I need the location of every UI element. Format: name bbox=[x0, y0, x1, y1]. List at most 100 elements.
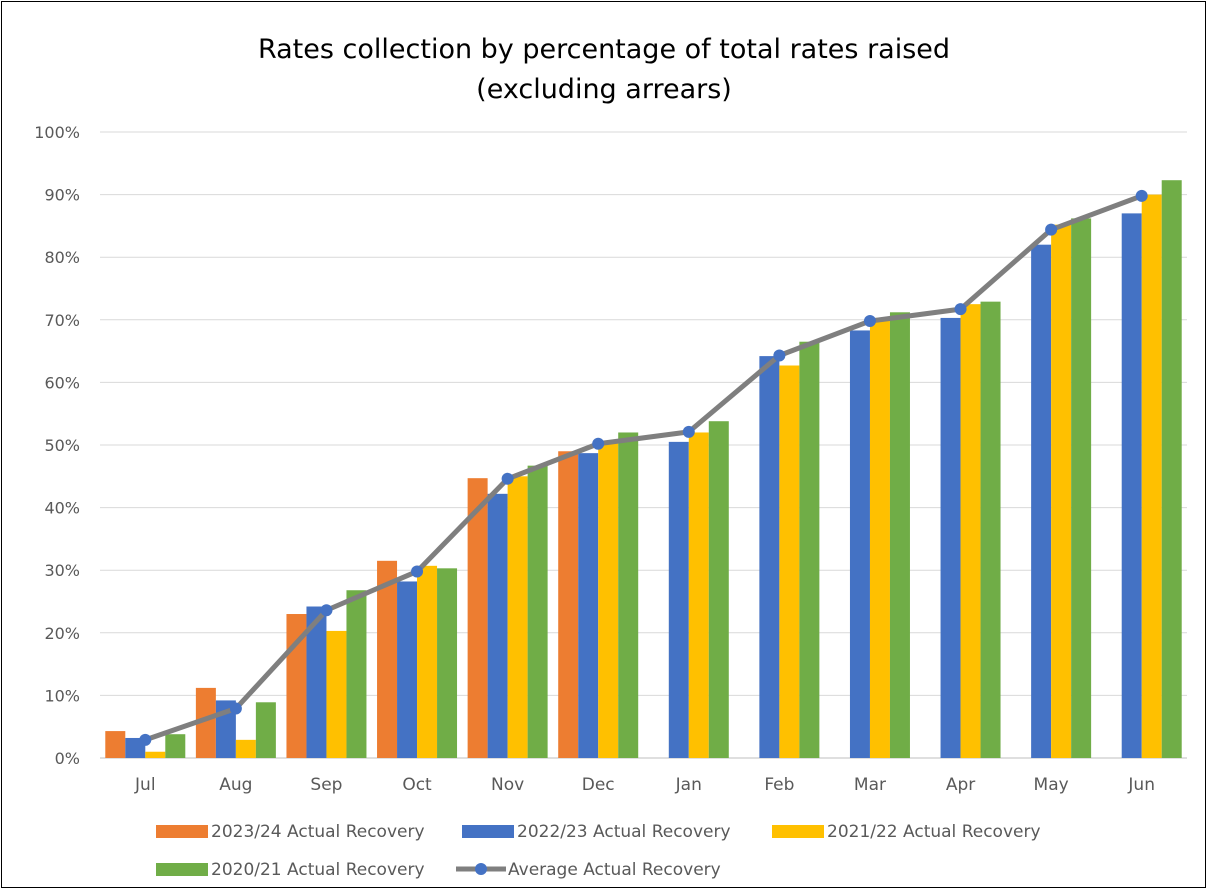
average-point bbox=[1135, 189, 1148, 202]
bar bbox=[306, 606, 327, 758]
legend-label: 2023/24 Actual Recovery bbox=[211, 822, 425, 842]
x-tick-label: Oct bbox=[402, 775, 432, 795]
legend-item: 2020/21 Actual Recovery bbox=[156, 860, 425, 880]
bar bbox=[940, 317, 961, 758]
legend-item: 2021/22 Actual Recovery bbox=[772, 822, 1041, 842]
average-point bbox=[320, 604, 333, 617]
y-tick-label: 90% bbox=[44, 186, 80, 205]
y-tick-label: 80% bbox=[44, 248, 80, 267]
x-tick-label: Jul bbox=[134, 775, 156, 795]
y-tick-label: 70% bbox=[44, 311, 80, 330]
bar bbox=[688, 432, 709, 758]
average-point bbox=[773, 349, 786, 362]
legend-marker bbox=[475, 863, 487, 875]
bar bbox=[145, 751, 166, 758]
x-tick-label: Apr bbox=[946, 775, 975, 795]
bar bbox=[165, 734, 186, 758]
bar bbox=[397, 581, 418, 758]
bar bbox=[668, 441, 689, 758]
average-line-path bbox=[144, 193, 1143, 743]
y-tick-label: 40% bbox=[44, 499, 80, 518]
average-point bbox=[229, 702, 242, 715]
bar bbox=[1031, 244, 1052, 758]
y-tick-label: 100% bbox=[34, 123, 80, 142]
legend: 2023/24 Actual Recovery 2022/23 Actual Re… bbox=[156, 822, 1041, 880]
legend-item: 2023/24 Actual Recovery bbox=[156, 822, 425, 842]
average-point bbox=[501, 472, 514, 485]
average-point bbox=[682, 425, 695, 438]
y-tick-label: 60% bbox=[44, 373, 80, 392]
bar bbox=[849, 330, 870, 758]
bar bbox=[618, 432, 639, 758]
average-point bbox=[592, 437, 605, 450]
average-point bbox=[1045, 223, 1058, 236]
bar bbox=[255, 702, 276, 758]
bar bbox=[558, 451, 579, 758]
average-point bbox=[139, 733, 152, 746]
bar bbox=[1071, 218, 1092, 758]
chart-subtitle: (excluding arrears) bbox=[476, 74, 732, 105]
bar bbox=[417, 565, 438, 758]
y-tick-label: 10% bbox=[44, 686, 80, 705]
legend-label: 2022/23 Actual Recovery bbox=[517, 822, 731, 842]
bar bbox=[1141, 194, 1162, 759]
x-axis-ticks: Jul Aug Sep Oct Nov Dec Jan Feb Mar Apr May Jun bbox=[134, 775, 1155, 795]
bar bbox=[377, 560, 398, 758]
bar bbox=[527, 465, 548, 758]
x-tick-label: Nov bbox=[491, 775, 524, 795]
bar bbox=[326, 630, 347, 758]
bar bbox=[487, 493, 508, 758]
y-axis-ticks: 0% 10% 20% 30% 40% 50% 60% 70% 80% 90% 100% bbox=[34, 123, 80, 768]
legend-label: 2021/22 Actual Recovery bbox=[827, 822, 1041, 842]
x-tick-label: Jan bbox=[675, 775, 702, 795]
bar bbox=[437, 568, 458, 758]
y-tick-label: 30% bbox=[44, 561, 80, 580]
legend-swatch bbox=[156, 863, 208, 876]
x-tick-label: Aug bbox=[219, 775, 252, 795]
bar bbox=[759, 356, 780, 758]
bar bbox=[1051, 224, 1072, 758]
average-point bbox=[954, 303, 967, 316]
legend-label: 2020/21 Actual Recovery bbox=[211, 860, 425, 880]
bar bbox=[779, 365, 800, 758]
bar bbox=[195, 687, 216, 758]
x-tick-label: Dec bbox=[582, 775, 615, 795]
bar bbox=[346, 590, 367, 758]
x-tick-label: Sep bbox=[310, 775, 342, 795]
legend-swatch bbox=[772, 825, 824, 838]
bar bbox=[889, 312, 910, 758]
y-tick-label: 0% bbox=[55, 749, 80, 768]
y-tick-label: 50% bbox=[44, 436, 80, 455]
x-tick-label: May bbox=[1034, 775, 1069, 795]
bar bbox=[235, 739, 256, 758]
bar bbox=[708, 421, 729, 758]
bar bbox=[578, 453, 599, 758]
bar bbox=[960, 304, 981, 758]
average-point bbox=[863, 315, 876, 328]
average-line bbox=[139, 189, 1148, 746]
bar bbox=[980, 301, 1001, 758]
chart-title: Rates collection by percentage of total … bbox=[0, 30, 1208, 110]
bars bbox=[105, 180, 1182, 759]
average-point bbox=[411, 565, 424, 578]
legend-item: Average Actual Recovery bbox=[456, 860, 721, 880]
bar bbox=[105, 731, 126, 758]
legend-item: 2022/23 Actual Recovery bbox=[462, 822, 731, 842]
y-tick-label: 20% bbox=[44, 624, 80, 643]
bar bbox=[799, 341, 820, 758]
x-tick-label: Jun bbox=[1127, 775, 1155, 795]
bar bbox=[1161, 180, 1182, 758]
bar bbox=[467, 478, 488, 758]
legend-label: Average Actual Recovery bbox=[508, 860, 721, 880]
legend-swatch bbox=[156, 825, 208, 838]
x-tick-label: Feb bbox=[764, 775, 794, 795]
chart-title-main: Rates collection by percentage of total … bbox=[257, 34, 951, 65]
bar bbox=[507, 476, 528, 758]
gridlines bbox=[100, 131, 1187, 759]
legend-swatch bbox=[462, 825, 514, 838]
bar bbox=[598, 440, 619, 758]
bar bbox=[1121, 213, 1142, 758]
bar bbox=[869, 317, 890, 758]
x-tick-label: Mar bbox=[854, 775, 886, 795]
